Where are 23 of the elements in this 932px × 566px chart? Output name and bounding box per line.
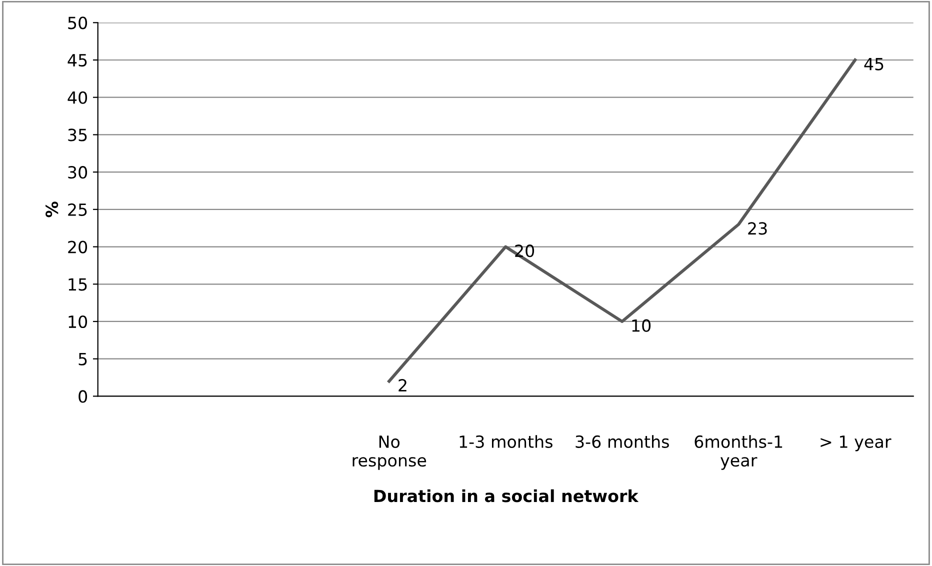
- x-axis-title: Duration in a social network: [374, 489, 639, 502]
- x-tick-label: 3-6 months: [576, 435, 669, 448]
- x-tick-label: 1-3 months: [460, 435, 552, 448]
- data-label: 20: [515, 244, 534, 258]
- x-tick-label: 6months-1 year: [694, 435, 782, 470]
- data-label: 2: [398, 379, 406, 392]
- y-tick-label: 25: [68, 203, 87, 216]
- x-tick-label: No response: [352, 436, 426, 470]
- y-tick-label: 30: [68, 166, 88, 179]
- y-axis-title: %: [46, 202, 58, 218]
- x-tick-label: > 1 year: [820, 436, 892, 452]
- y-tick-label: 40: [68, 91, 88, 104]
- y-tick-label: 10: [68, 315, 88, 328]
- y-tick-label: 50: [68, 16, 88, 30]
- y-tick-label: 15: [68, 278, 87, 291]
- data-label: 23: [748, 222, 767, 235]
- y-tick-label: 20: [68, 240, 88, 254]
- y-tick-label: 35: [68, 128, 87, 142]
- y-tick-label: 5: [78, 353, 87, 366]
- y-tick-label: 45: [68, 54, 87, 67]
- data-label: 10: [632, 319, 651, 332]
- y-tick-label: 0: [78, 390, 88, 403]
- data-label: 45: [864, 58, 884, 70]
